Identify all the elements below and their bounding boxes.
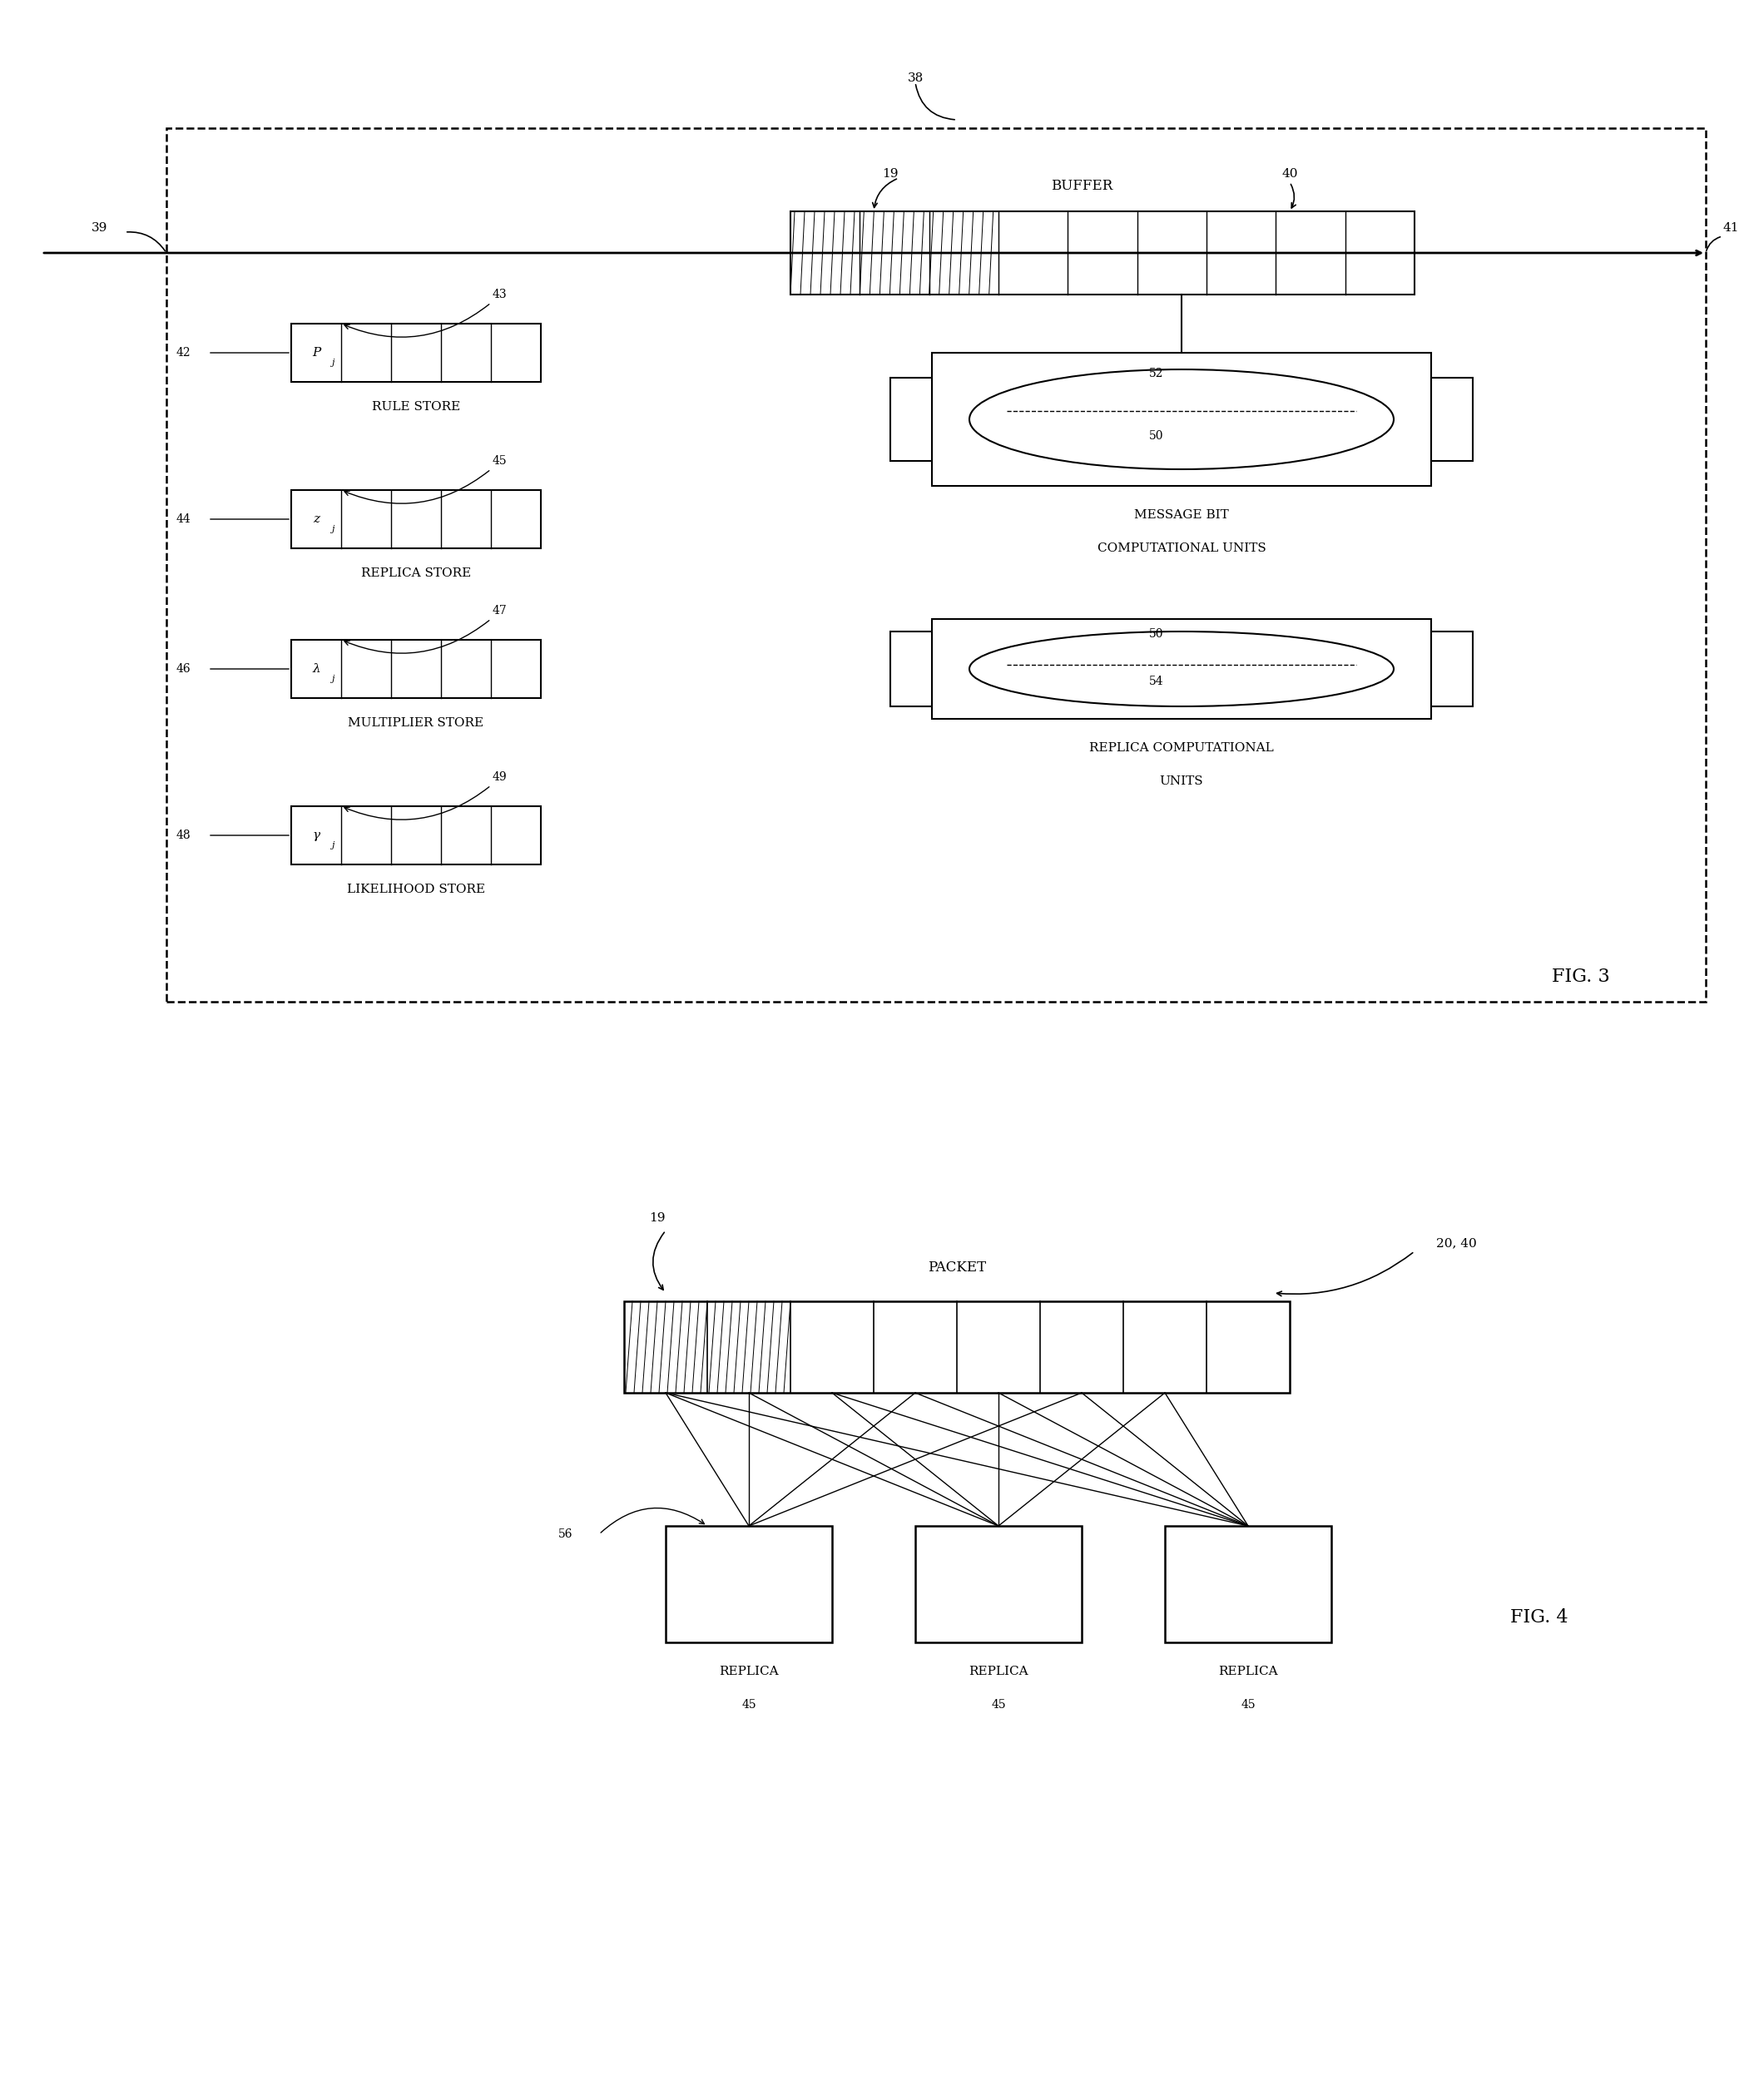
Text: 47: 47 [491, 605, 507, 617]
Text: γ: γ [312, 830, 319, 842]
Text: 38: 38 [907, 71, 923, 84]
Text: j: j [332, 674, 335, 683]
Text: j: j [332, 525, 335, 533]
Text: REPLICA: REPLICA [1219, 1665, 1279, 1678]
Text: 44: 44 [175, 512, 191, 525]
Bar [624, 1302, 1289, 1392]
Text: 19: 19 [882, 168, 898, 181]
Text: 56: 56 [558, 1529, 574, 1539]
Text: 19: 19 [649, 1212, 665, 1224]
Bar [1165, 1527, 1331, 1642]
Text: 45: 45 [742, 1699, 756, 1712]
Text: RULE STORE: RULE STORE [372, 401, 460, 414]
Text: UNITS: UNITS [1159, 775, 1203, 788]
Text: REPLICA COMPUTATIONAL: REPLICA COMPUTATIONAL [1089, 741, 1273, 754]
Bar [791, 212, 1414, 294]
Text: P: P [312, 347, 321, 359]
Text: MULTIPLIER STORE: MULTIPLIER STORE [347, 718, 484, 729]
Text: j: j [332, 359, 335, 368]
Text: 20, 40: 20, 40 [1437, 1237, 1477, 1250]
Text: BUFFER: BUFFER [1051, 179, 1112, 193]
Text: 45: 45 [991, 1699, 1005, 1712]
Text: 52: 52 [1149, 368, 1165, 380]
Text: COMPUTATIONAL UNITS: COMPUTATIONAL UNITS [1098, 542, 1266, 554]
Text: 50: 50 [1149, 628, 1165, 640]
Bar [291, 489, 540, 548]
Bar [667, 1527, 831, 1642]
Text: REPLICA STORE: REPLICA STORE [361, 567, 472, 580]
Text: 45: 45 [491, 456, 507, 466]
Ellipse shape [970, 370, 1394, 468]
Text: 54: 54 [1149, 676, 1165, 687]
Text: MESSAGE BIT: MESSAGE BIT [1135, 508, 1230, 521]
Bar [291, 323, 540, 382]
Text: 39: 39 [91, 223, 109, 233]
Text: REPLICA: REPLICA [968, 1665, 1028, 1678]
Text: 42: 42 [175, 347, 191, 359]
Text: 50: 50 [1149, 430, 1165, 441]
Text: 43: 43 [491, 288, 507, 300]
Bar [291, 806, 540, 865]
Bar [291, 640, 540, 697]
Bar [1431, 378, 1473, 460]
Text: FIG. 3: FIG. 3 [1552, 968, 1610, 985]
Text: 49: 49 [491, 771, 507, 783]
Text: z: z [312, 512, 319, 525]
Text: λ: λ [312, 664, 321, 674]
Bar [916, 1527, 1082, 1642]
Text: REPLICA: REPLICA [719, 1665, 779, 1678]
Text: 41: 41 [1722, 223, 1738, 233]
Text: 46: 46 [175, 664, 191, 674]
Bar [167, 128, 1705, 1002]
Text: 45: 45 [1240, 1699, 1256, 1712]
Text: 40: 40 [1282, 168, 1298, 181]
Text: PACKET: PACKET [928, 1260, 986, 1275]
Text: 48: 48 [175, 830, 191, 842]
Text: j: j [332, 842, 335, 850]
Bar [931, 353, 1431, 485]
Ellipse shape [970, 632, 1394, 706]
Text: LIKELIHOOD STORE: LIKELIHOOD STORE [347, 884, 486, 895]
Bar [931, 619, 1431, 718]
Text: FIG. 4: FIG. 4 [1510, 1609, 1568, 1628]
Bar [891, 632, 931, 706]
Bar [1431, 632, 1473, 706]
Bar [891, 378, 931, 460]
